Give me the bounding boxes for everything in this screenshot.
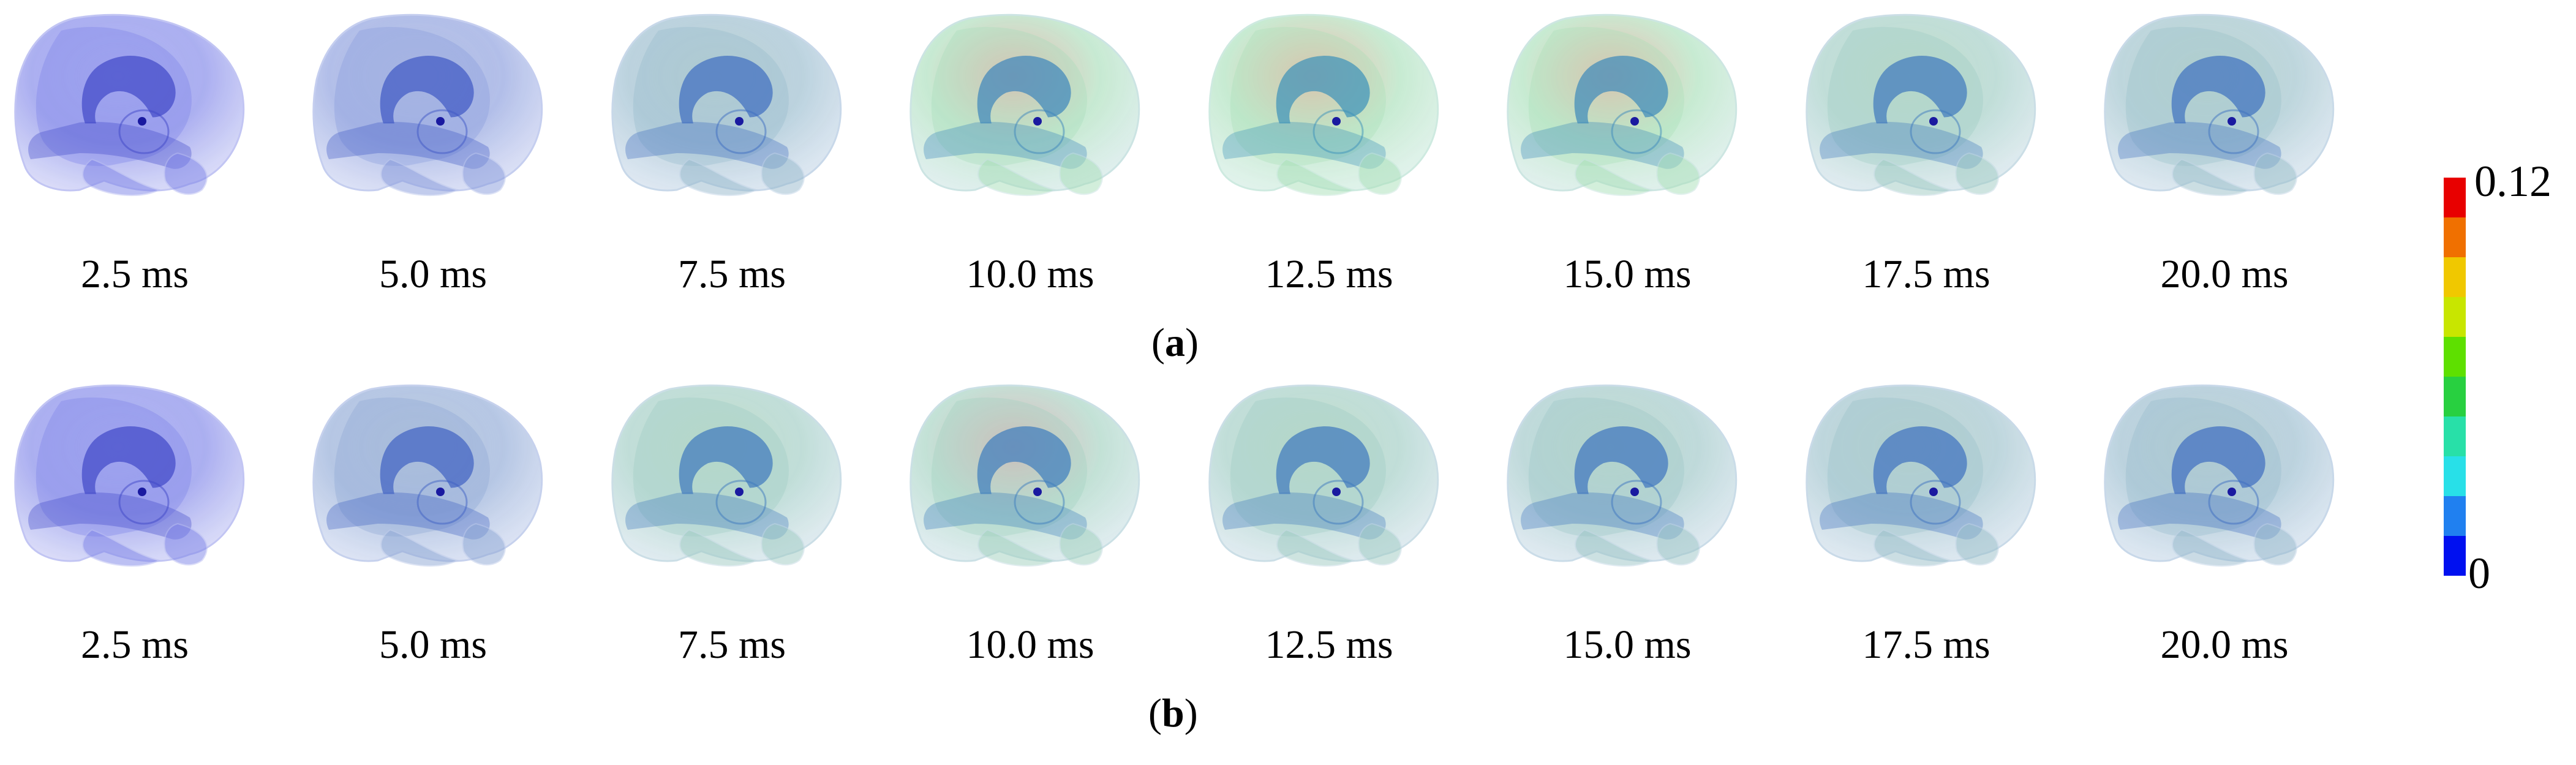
time-label: 10.0 ms	[966, 252, 1094, 296]
time-label: 15.0 ms	[1563, 622, 1692, 667]
color-scale-segment	[2444, 337, 2466, 377]
color-scale-segment	[2444, 257, 2466, 297]
brain-model-image	[2104, 13, 2335, 196]
time-frame: 15.0 ms	[1499, 377, 1756, 665]
time-frame: 15.0 ms	[1499, 6, 1756, 295]
brain-model-image	[1507, 384, 1738, 567]
time-label: 10.0 ms	[966, 622, 1094, 667]
color-scale-segment	[2444, 536, 2466, 576]
brain-model-image	[611, 384, 842, 567]
brain-model-image	[312, 13, 543, 196]
time-frame: 7.5 ms	[603, 6, 861, 295]
time-frame: 20.0 ms	[2096, 6, 2353, 295]
time-label: 20.0 ms	[2160, 252, 2289, 296]
time-frame: 20.0 ms	[2096, 377, 2353, 665]
time-frame: 17.5 ms	[1798, 377, 2055, 665]
brain-model-image	[1507, 13, 1738, 196]
time-label: 12.5 ms	[1265, 252, 1393, 296]
brain-model-image	[611, 13, 842, 196]
brain-model-image	[1208, 13, 1439, 196]
color-scale-segment	[2444, 377, 2466, 416]
time-frame: 12.5 ms	[1200, 377, 1458, 665]
color-scale-min-label: 0	[2468, 549, 2490, 598]
time-label: 17.5 ms	[1862, 622, 1990, 667]
color-scale-segment	[2444, 297, 2466, 337]
time-frame: 2.5 ms	[6, 6, 263, 295]
time-frame: 12.5 ms	[1200, 6, 1458, 295]
time-label: 12.5 ms	[1265, 622, 1393, 667]
brain-model-image	[2104, 384, 2335, 567]
time-label: 5.0 ms	[378, 252, 488, 296]
time-frame: 7.5 ms	[603, 377, 861, 665]
time-label: 7.5 ms	[677, 622, 786, 667]
brain-model-image	[14, 384, 245, 567]
time-label: 7.5 ms	[677, 252, 786, 296]
brain-model-image	[910, 13, 1140, 196]
time-label: 5.0 ms	[378, 622, 488, 667]
brain-model-image	[14, 13, 245, 196]
time-frame: 5.0 ms	[304, 6, 562, 295]
time-label: 15.0 ms	[1563, 252, 1692, 296]
color-scale-segment	[2444, 416, 2466, 456]
brain-model-image	[1806, 384, 2036, 567]
panel-label-a: (a)	[1151, 320, 1199, 365]
color-scale-max-label: 0.12	[2474, 157, 2552, 206]
color-scale-segment	[2444, 496, 2466, 536]
color-scale-segment	[2444, 456, 2466, 496]
time-frame: 10.0 ms	[902, 6, 1159, 295]
time-frame: 17.5 ms	[1798, 6, 2055, 295]
brain-model-image	[910, 384, 1140, 567]
color-scale-bar	[2444, 178, 2466, 576]
time-frame: 2.5 ms	[6, 377, 263, 665]
panel-label-b: (b)	[1148, 691, 1198, 736]
color-scale-segment	[2444, 217, 2466, 257]
color-scale-segment	[2444, 178, 2466, 217]
time-label: 2.5 ms	[80, 622, 189, 667]
time-label: 2.5 ms	[80, 252, 189, 296]
time-label: 20.0 ms	[2160, 622, 2289, 667]
brain-model-image	[1806, 13, 2036, 196]
brain-model-image	[312, 384, 543, 567]
brain-model-image	[1208, 384, 1439, 567]
time-frame: 10.0 ms	[902, 377, 1159, 665]
time-label: 17.5 ms	[1862, 252, 1990, 296]
time-frame: 5.0 ms	[304, 377, 562, 665]
